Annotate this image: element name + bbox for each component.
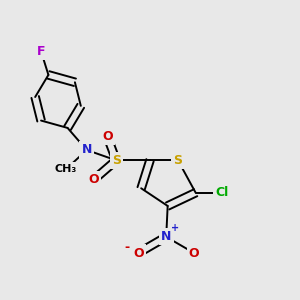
Text: O: O: [189, 247, 200, 260]
Text: F: F: [37, 45, 45, 58]
Text: O: O: [89, 173, 99, 186]
Text: -: -: [124, 241, 129, 254]
Text: O: O: [133, 247, 143, 260]
Text: S: S: [112, 154, 121, 167]
Text: O: O: [102, 130, 112, 143]
Text: CH₃: CH₃: [55, 164, 77, 174]
Text: N: N: [161, 230, 171, 243]
Text: S: S: [173, 154, 182, 167]
Text: Cl: Cl: [215, 186, 229, 199]
Text: +: +: [171, 223, 179, 233]
Text: N: N: [82, 143, 92, 157]
